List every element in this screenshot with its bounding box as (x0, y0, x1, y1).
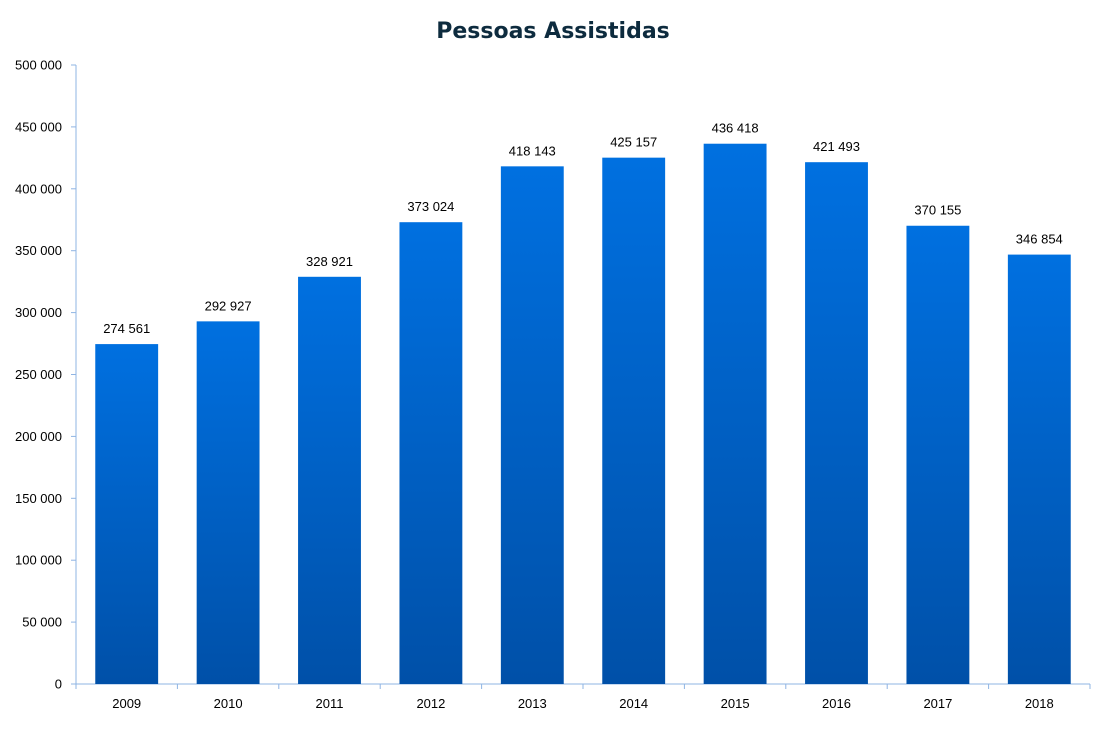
x-tick-label: 2011 (316, 696, 344, 711)
data-label-2011: 328 921 (306, 254, 353, 269)
x-tick-label: 2014 (619, 696, 648, 711)
data-label-2010: 292 927 (205, 298, 252, 313)
data-label-2013: 418 143 (509, 143, 556, 158)
data-label-2012: 373 024 (407, 199, 454, 214)
y-tick-label: 150 000 (15, 491, 62, 506)
bar-2014 (602, 157, 666, 684)
x-tick-label: 2018 (1025, 696, 1054, 711)
data-label-2009: 274 561 (103, 321, 150, 336)
y-tick-label: 350 000 (15, 243, 62, 258)
y-axis: 0 50 000 100 000 150 000 200 000 250 000 300 0… (15, 58, 77, 692)
y-tick-label: 300 000 (15, 305, 62, 320)
chart-title: Pessoas Assistidas (436, 19, 670, 44)
y-tick-label: 50 000 (22, 615, 62, 630)
bar-2012 (399, 222, 463, 684)
bar-2018 (1007, 254, 1071, 685)
x-tick-label: 2013 (518, 696, 547, 711)
y-tick-label: 400 000 (15, 181, 62, 196)
data-labels: 274 561 292 927 328 921 373 024 418 143 425 1… (103, 121, 1063, 336)
data-label-2015: 436 418 (712, 121, 759, 136)
x-tick-label: 2015 (721, 696, 750, 711)
y-tick-label: 100 000 (15, 553, 62, 568)
data-label-2016: 421 493 (813, 139, 860, 154)
data-label-2018: 346 854 (1016, 232, 1063, 247)
bar-2009 (95, 344, 159, 684)
bar-2016 (805, 162, 868, 685)
x-tick-label: 2017 (923, 696, 952, 711)
y-tick-label: 200 000 (15, 429, 62, 444)
x-tick-label: 2010 (214, 696, 243, 711)
x-tick-label: 2016 (822, 696, 851, 711)
y-tick-label: 450 000 (15, 119, 62, 134)
x-tick-label: 2009 (112, 696, 141, 711)
bar-2011 (298, 276, 361, 684)
x-axis: 2009 2010 2011 2012 2013 2014 2015 2016 2017 2018 (75, 683, 1091, 711)
bar-2015 (703, 143, 767, 684)
bars (95, 143, 1071, 685)
data-label-2014: 425 157 (610, 135, 657, 150)
x-tick-label: 2012 (416, 696, 445, 711)
bar-2010 (196, 321, 260, 684)
bar-2017 (906, 225, 970, 684)
bar-2013 (500, 166, 564, 684)
y-tick-label: 250 000 (15, 367, 62, 382)
y-tick-label: 0 (55, 677, 62, 692)
data-label-2017: 370 155 (914, 203, 961, 218)
y-tick-label: 500 000 (15, 58, 62, 73)
